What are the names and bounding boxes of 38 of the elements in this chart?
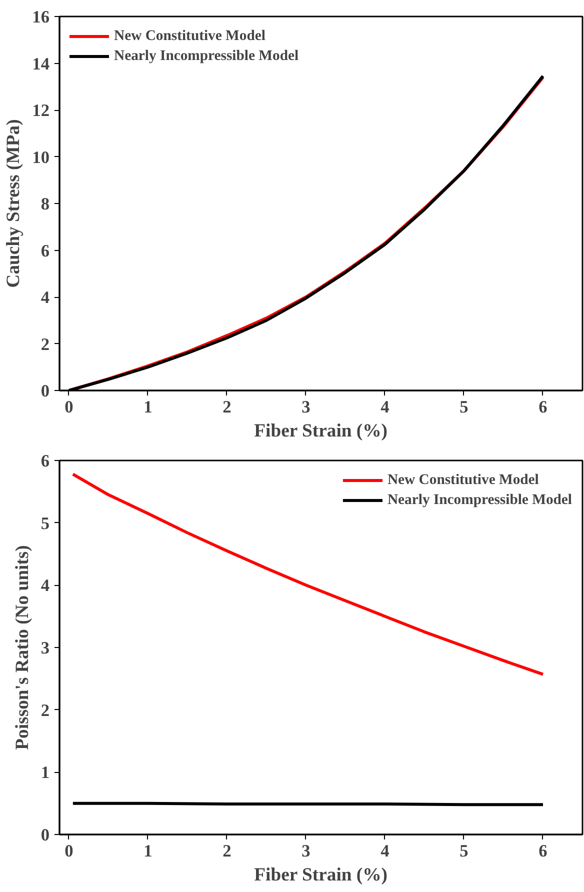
x-tick-label: 0 (64, 398, 74, 416)
y-tick-label: 0 (40, 826, 50, 844)
y-tick-label: 6 (40, 452, 50, 470)
y-tick-label: 2 (40, 334, 50, 354)
x-tick-label: 0 (64, 842, 74, 860)
x-tick-label: 3 (302, 842, 311, 860)
y-tick-label: 2 (40, 700, 50, 720)
legend-label: New Constitutive Model (387, 472, 539, 488)
y-tick-label: 3 (40, 638, 50, 658)
legend-label: Nearly Incompressible Model (114, 48, 299, 64)
legend-label: New Constitutive Model (114, 28, 266, 44)
x-tick-label: 1 (144, 398, 152, 416)
x-axis-title: Fiber Strain (%) (254, 420, 388, 442)
legend-label: Nearly Incompressible Model (387, 492, 572, 508)
y-tick-label: 4 (40, 576, 50, 596)
x-tick-label: 6 (538, 398, 548, 416)
y-tick-label: 4 (40, 288, 50, 307)
y-tick-label: 0 (40, 382, 50, 400)
x-axis-title: Fiber Strain (%) (254, 864, 388, 886)
y-tick-label: 8 (40, 194, 50, 214)
x-tick-label: 2 (222, 398, 232, 416)
x-tick-label: 4 (380, 398, 390, 416)
y-tick-label: 1 (40, 763, 50, 782)
y-tick-label: 6 (40, 241, 50, 260)
x-tick-label: 3 (302, 398, 311, 416)
y-tick-label: 16 (32, 8, 50, 26)
x-tick-label: 6 (538, 842, 548, 860)
y-axis-title: Poisson's Ratio (No units) (12, 545, 33, 750)
x-tick-label: 2 (222, 842, 232, 860)
y-tick-label: 14 (32, 54, 50, 74)
y-tick-label: 5 (40, 514, 50, 533)
x-tick-label: 1 (144, 842, 152, 860)
y-tick-label: 12 (32, 101, 50, 120)
x-tick-label: 4 (380, 842, 390, 860)
y-axis-title: Cauchy Stress (MPa) (3, 119, 24, 288)
x-tick-label: 5 (460, 398, 469, 416)
x-tick-label: 5 (460, 842, 469, 860)
y-tick-label: 10 (32, 148, 50, 167)
